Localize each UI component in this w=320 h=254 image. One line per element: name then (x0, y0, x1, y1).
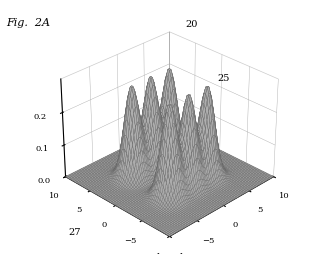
Text: 25: 25 (218, 74, 230, 83)
Text: 27: 27 (68, 228, 81, 237)
Text: Fig.  2A: Fig. 2A (6, 18, 51, 28)
Text: 20: 20 (185, 20, 197, 29)
